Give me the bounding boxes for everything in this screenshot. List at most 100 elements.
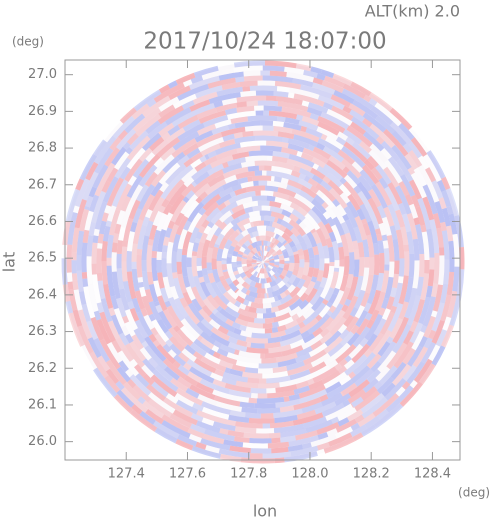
radar-arc (169, 242, 171, 263)
radar-arc (265, 354, 282, 356)
radar-arc (380, 241, 382, 253)
radar-arc (234, 439, 249, 441)
radar-arc (214, 259, 215, 270)
radar-arc (274, 128, 293, 131)
radar-arc (81, 292, 84, 305)
radar-arc (248, 118, 277, 119)
radar-arc (285, 291, 288, 294)
radar-arc (430, 269, 432, 286)
radar-arc (408, 175, 411, 180)
radar-arc (239, 257, 240, 261)
radar-arc (341, 247, 342, 260)
radar-arc (313, 80, 322, 83)
radar-arc (316, 281, 319, 289)
radar-arc (224, 442, 243, 445)
radar-arc (201, 277, 202, 282)
radar-arc (270, 224, 272, 225)
radar-arc (228, 354, 238, 357)
radar-arc (268, 274, 270, 275)
radar-arc (199, 242, 202, 258)
radar-arc (252, 198, 267, 199)
radar-arc (428, 286, 430, 297)
radar-arc (272, 158, 287, 160)
radar-arc (200, 209, 204, 214)
radar-arc (234, 281, 237, 285)
radar-arc (392, 288, 394, 297)
radar-arc (222, 70, 233, 72)
radar-arc (273, 246, 274, 247)
radar-arc (258, 254, 259, 255)
radar-arc (249, 293, 257, 295)
radar-arc (273, 269, 275, 271)
y-tick-label: 26.0 (28, 434, 57, 449)
radar-arc (342, 394, 343, 395)
radar-arc (266, 390, 275, 391)
radar-arc (351, 252, 352, 274)
radar-arc (275, 298, 278, 299)
radar-arc (331, 307, 334, 312)
radar-arc (266, 143, 288, 146)
radar-arc (165, 237, 167, 245)
radar-arc (270, 203, 281, 205)
radar-arc (449, 226, 451, 241)
radar-arc (240, 143, 266, 145)
radar-arc (251, 268, 253, 271)
radar-arc (294, 269, 296, 275)
radar-arc (267, 198, 275, 199)
radar-arc (350, 373, 355, 377)
radar-arc (227, 422, 235, 424)
radar-arc (201, 227, 204, 232)
radar-arc (266, 238, 271, 239)
radar-arc (266, 264, 267, 265)
radar-arc (341, 361, 346, 365)
radar-arc (151, 335, 155, 341)
radar-arc (281, 294, 285, 297)
radar-arc (121, 227, 124, 240)
radar-arc (99, 303, 102, 313)
radar-arc (297, 220, 300, 223)
radar-arc (265, 330, 272, 331)
radar-arc (241, 159, 246, 160)
y-tick-label: 26.9 (28, 104, 57, 119)
radar-arc (145, 217, 148, 225)
radar-arc (375, 243, 376, 254)
radar-arc (289, 198, 295, 201)
radar-arc (218, 307, 221, 309)
radar-arc (244, 266, 246, 271)
radar-arc (371, 257, 372, 274)
radar-arc (346, 300, 349, 306)
radar-arc (230, 246, 233, 254)
radar-arc (266, 259, 267, 260)
radar-arc (218, 65, 234, 68)
radar-arc (243, 203, 257, 206)
radar-arc (155, 341, 158, 345)
radar-arc (237, 104, 247, 105)
radar-arc (206, 156, 209, 158)
radar-arc (284, 218, 290, 222)
radar-arc (278, 297, 281, 298)
radar-arc (139, 255, 140, 277)
radar-arc (330, 273, 331, 279)
radar-arc (251, 224, 254, 225)
radar-arc (104, 213, 106, 221)
radar-arc (150, 240, 151, 246)
radar-arc (288, 271, 291, 277)
radar-arc (233, 241, 237, 247)
radar-arc (263, 305, 271, 306)
radar-arc (235, 271, 236, 274)
radar-arc (225, 370, 229, 371)
radar-arc (267, 254, 268, 255)
radar-arc (280, 438, 295, 440)
radar-arc (256, 268, 258, 269)
radar-arc (179, 262, 180, 274)
radar-arc (75, 280, 76, 289)
radar-arc (291, 242, 294, 247)
radar-arc (214, 247, 216, 258)
radar-arc (284, 69, 303, 72)
radar-arc (139, 398, 144, 402)
radar-arc (105, 226, 108, 241)
radar-arc (198, 233, 201, 239)
radar-arc (254, 320, 265, 321)
radar-arc (322, 136, 327, 138)
radar-arc (184, 249, 185, 255)
